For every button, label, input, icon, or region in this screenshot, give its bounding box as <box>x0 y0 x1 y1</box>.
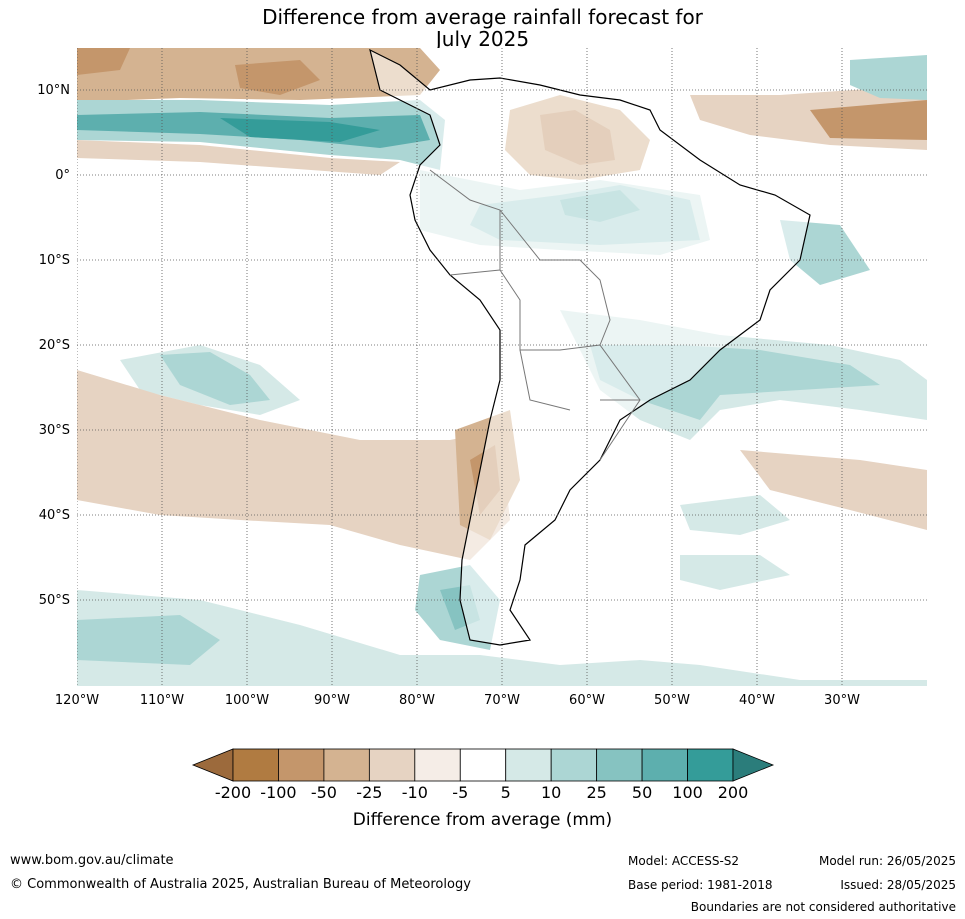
colorbar-tick-label: 25 <box>586 783 607 802</box>
colorbar-tick-label: -25 <box>356 783 383 802</box>
latitude-label: 30°S <box>38 422 70 438</box>
grid-lines <box>77 48 927 686</box>
anomaly-region-midlat-dry <box>77 370 510 560</box>
colorbar-bin <box>550 748 598 782</box>
footer-issued: Issued: 28/05/2025 <box>840 878 956 892</box>
map-title-line1: Difference from average rainfall forecas… <box>262 5 703 29</box>
longitude-label: 90°W <box>314 693 350 708</box>
anomaly-region-itcz-wet-mid <box>220 118 380 142</box>
south-america-outline <box>369 48 811 646</box>
colorbar-bin <box>596 748 643 782</box>
latitude-label: 10°N <box>37 82 70 98</box>
anomaly-region-atlantic-dry-core <box>810 100 927 140</box>
colorbar-bin <box>323 748 370 782</box>
map-title-line2: July 2025 <box>435 27 530 51</box>
country-borders <box>429 169 641 461</box>
colorbar-tick-label: 200 <box>717 783 749 802</box>
anomaly-field <box>77 48 927 686</box>
colorbar-label: Difference from average (mm) <box>352 810 613 830</box>
anomaly-region-south-atlantic-wet <box>680 495 790 535</box>
anomaly-region-south-atlantic-wet-2 <box>680 555 790 590</box>
latitude-label: 10°S <box>38 252 70 268</box>
longitude-label: 40°W <box>739 693 775 708</box>
anomaly-region-eq-dry <box>77 140 400 175</box>
anomaly-region-south-atlantic-dry <box>740 450 927 530</box>
colorbar-bin <box>414 748 461 782</box>
footer-copyright: © Commonwealth of Australia 2025, Austra… <box>10 877 471 892</box>
anomaly-region-north-dry-core <box>77 48 130 75</box>
colorbar <box>191 748 775 782</box>
colorbar-bin <box>641 748 688 782</box>
colorbar-extend-low <box>191 748 234 782</box>
colorbar-tick-label: -5 <box>452 783 469 802</box>
longitude-label: 30°W <box>824 693 860 708</box>
latitude-label: 40°S <box>38 507 70 523</box>
anomaly-region-southern-ocean-wet-core <box>77 615 220 665</box>
colorbar-tick-label: 10 <box>540 783 562 802</box>
anomaly-region-north-dry-2 <box>235 60 320 95</box>
colorbar-tick-label: -50 <box>310 783 337 802</box>
latitude-label: 50°S <box>38 592 70 608</box>
longitude-label: 60°W <box>569 693 605 708</box>
anomaly-region-east-pacific-wet-core <box>160 352 270 405</box>
anomaly-region-atlantic-ne-wet <box>850 55 927 100</box>
footer-model-run: Model run: 26/05/2025 <box>818 854 956 868</box>
colorbar-tick-label: -200 <box>214 783 252 802</box>
footer-url[interactable]: www.bom.gov.au/climate <box>10 853 174 868</box>
latitude-label: 0° <box>55 167 70 183</box>
colorbar-bin <box>278 748 325 782</box>
footer-base-period: Base period: 1981-2018 <box>628 878 773 892</box>
longitude-label: 100°W <box>224 693 270 708</box>
longitude-label: 50°W <box>654 693 690 708</box>
colorbar-tick-label: 50 <box>631 783 653 802</box>
longitude-label: 120°W <box>54 693 100 708</box>
latitude-label: 20°S <box>38 337 70 353</box>
colorbar-bin <box>459 748 507 782</box>
colorbar-tick-label: 5 <box>500 783 511 802</box>
colorbar-bin <box>687 748 734 782</box>
colorbar-tick-label: -100 <box>260 783 297 802</box>
anomaly-region-southern-ocean-wet <box>77 590 927 686</box>
longitude-label: 110°W <box>139 693 185 708</box>
colorbar-tick-label: 100 <box>672 783 703 802</box>
colorbar-bin <box>232 748 279 782</box>
footer-model: Model: ACCESS-S2 <box>628 854 740 868</box>
footer-disclaimer: Boundaries are not considered authoritat… <box>690 900 956 914</box>
colorbar-tick-label: -10 <box>401 783 428 802</box>
colorbar-extend-high <box>732 748 775 782</box>
colorbar-bin <box>505 748 552 782</box>
longitude-label: 70°W <box>484 693 520 708</box>
longitude-label: 80°W <box>399 693 435 708</box>
colorbar-bin <box>368 748 416 782</box>
